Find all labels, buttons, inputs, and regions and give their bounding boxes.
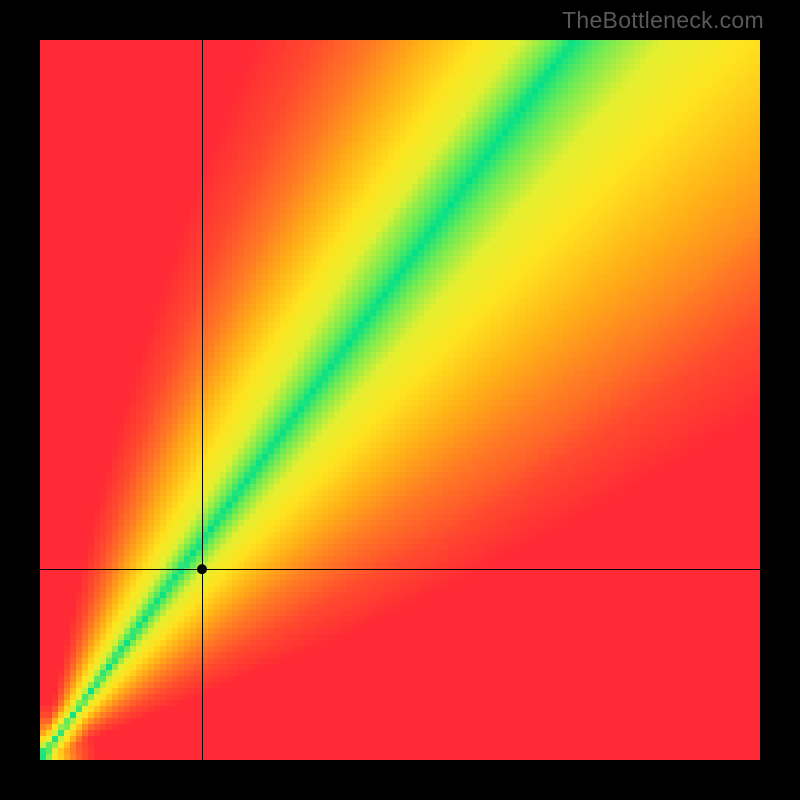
bottleneck-heatmap xyxy=(0,0,800,800)
watermark-text: TheBottleneck.com xyxy=(562,7,764,34)
chart-container: TheBottleneck.com xyxy=(0,0,800,800)
